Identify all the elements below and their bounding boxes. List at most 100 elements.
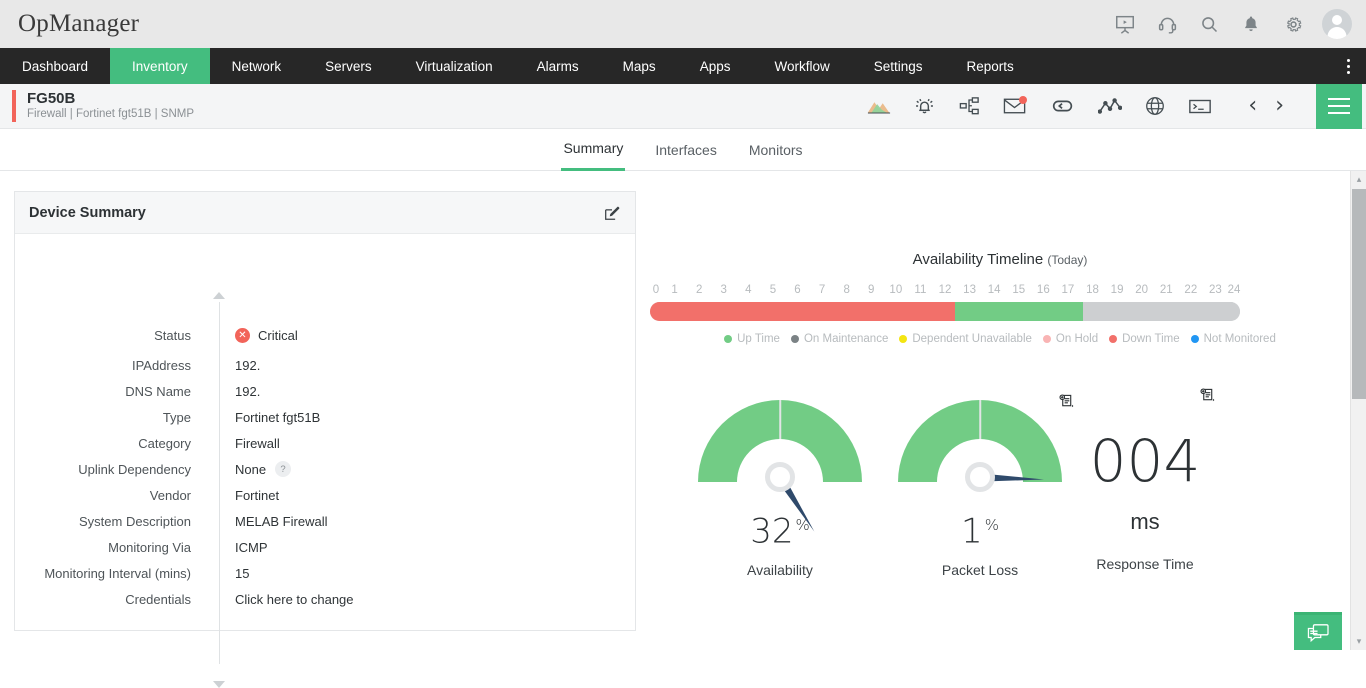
notification-bell-icon[interactable] bbox=[1238, 11, 1264, 37]
timeline-segment-down-time[interactable] bbox=[650, 302, 955, 321]
nav-item-workflow[interactable]: Workflow bbox=[752, 48, 851, 84]
credentials-change-link[interactable]: Click here to change bbox=[205, 592, 354, 607]
timeline-tick: 21 bbox=[1160, 284, 1173, 296]
legend-item: On Maintenance bbox=[791, 333, 888, 345]
nav-label: Apps bbox=[700, 59, 731, 74]
uplink-value: None bbox=[235, 462, 266, 477]
device-subtabs: Summary Interfaces Monitors bbox=[0, 129, 1366, 171]
timeline-tick: 19 bbox=[1111, 284, 1124, 296]
help-question-icon[interactable]: ? bbox=[275, 461, 291, 477]
nav-item-dashboard[interactable]: Dashboard bbox=[0, 48, 110, 84]
timeline-tick: 11 bbox=[914, 284, 926, 296]
device-summary-card: Device Summary Status ✕ Critical bbox=[14, 191, 636, 631]
timeline-tick: 7 bbox=[819, 284, 825, 296]
nav-label: Workflow bbox=[774, 59, 829, 74]
gear-icon[interactable] bbox=[1280, 11, 1306, 37]
main-content: Device Summary Status ✕ Critical bbox=[0, 171, 1366, 650]
performance-chart-icon[interactable] bbox=[867, 96, 891, 116]
legend-item: On Hold bbox=[1043, 333, 1098, 345]
nav-item-virtualization[interactable]: Virtualization bbox=[394, 48, 515, 84]
availability-timeline-bar[interactable] bbox=[650, 302, 1240, 321]
gauge-number: 1 bbox=[961, 511, 983, 551]
app-title: OpManager bbox=[18, 10, 139, 38]
globe-icon[interactable] bbox=[1144, 95, 1166, 117]
summary-row-monitoring-via: Monitoring Via ICMP bbox=[15, 534, 635, 560]
user-avatar-icon[interactable] bbox=[1322, 9, 1352, 39]
expand-report-icon[interactable] bbox=[1200, 388, 1215, 408]
response-time-unit: ms bbox=[1045, 508, 1245, 536]
next-device-button[interactable]: › bbox=[1275, 95, 1284, 117]
hamburger-menu-button[interactable] bbox=[1316, 84, 1362, 129]
timeline-tick: 4 bbox=[745, 284, 751, 296]
search-icon[interactable] bbox=[1196, 11, 1222, 37]
chat-support-button[interactable] bbox=[1294, 612, 1342, 650]
gauge-center-mark bbox=[979, 400, 981, 440]
row-label: Status bbox=[15, 328, 205, 343]
gauge-availability: 32% Availability bbox=[680, 386, 880, 578]
nav-label: Network bbox=[232, 59, 282, 74]
headset-support-icon[interactable] bbox=[1154, 11, 1180, 37]
scrollbar-up-arrow[interactable]: ▴ bbox=[1351, 171, 1366, 188]
nav-item-maps[interactable]: Maps bbox=[601, 48, 678, 84]
row-label: Type bbox=[15, 410, 205, 425]
nav-item-alarms[interactable]: Alarms bbox=[515, 48, 601, 84]
timeline-segment-not-monitored[interactable] bbox=[1083, 302, 1240, 321]
gauge-value: 32% bbox=[680, 506, 880, 550]
row-label: Uplink Dependency bbox=[15, 462, 205, 477]
gauge-unit: % bbox=[985, 516, 999, 534]
prev-device-button[interactable]: ‹ bbox=[1248, 95, 1257, 117]
timeline-tick: 10 bbox=[889, 284, 902, 296]
row-value: ICMP bbox=[205, 540, 268, 555]
workflow-icon[interactable] bbox=[958, 95, 981, 118]
terminal-console-icon[interactable] bbox=[1188, 97, 1212, 116]
monitor-line-chart-icon[interactable] bbox=[1098, 96, 1122, 116]
timeline-tick: 6 bbox=[794, 284, 800, 296]
kebab-menu-icon[interactable] bbox=[1330, 48, 1366, 84]
legend-item: Up Time bbox=[724, 333, 780, 345]
nav-item-inventory[interactable]: Inventory bbox=[110, 48, 210, 84]
timeline-tick: 3 bbox=[721, 284, 727, 296]
legend-label: Not Monitored bbox=[1204, 333, 1276, 345]
timeline-tick: 8 bbox=[843, 284, 849, 296]
tab-interfaces[interactable]: Interfaces bbox=[653, 129, 718, 171]
nav-item-network[interactable]: Network bbox=[210, 48, 304, 84]
tab-summary[interactable]: Summary bbox=[561, 129, 625, 171]
nav-item-reports[interactable]: Reports bbox=[945, 48, 1036, 84]
status-badge: Critical bbox=[258, 328, 298, 343]
scroll-down-arrow[interactable] bbox=[213, 681, 225, 688]
alarm-bell-icon[interactable] bbox=[913, 95, 936, 118]
page-title: FG50B bbox=[27, 90, 194, 107]
nav-item-settings[interactable]: Settings bbox=[852, 48, 945, 84]
scrollbar-thumb[interactable] bbox=[1352, 189, 1366, 399]
legend-color-dot bbox=[1109, 335, 1117, 343]
dependency-link-icon[interactable] bbox=[1050, 96, 1076, 116]
legend-color-dot bbox=[724, 335, 732, 343]
scrollbar-down-arrow[interactable]: ▾ bbox=[1351, 633, 1366, 650]
availability-timeline-title: Availability Timeline (Today) bbox=[650, 251, 1350, 268]
chart-title: Availability Timeline bbox=[913, 251, 1044, 268]
brand-bar: OpManager bbox=[0, 0, 1366, 48]
tab-monitors[interactable]: Monitors bbox=[747, 129, 805, 171]
column-divider bbox=[219, 302, 220, 664]
gauge-number: 32 bbox=[750, 511, 793, 551]
nav-item-apps[interactable]: Apps bbox=[678, 48, 753, 84]
presentation-icon[interactable] bbox=[1112, 11, 1138, 37]
summary-row-status: Status ✕ Critical bbox=[15, 322, 635, 348]
gauge-response-time: 004 ms Response Time bbox=[1045, 386, 1245, 572]
email-icon[interactable] bbox=[1003, 96, 1028, 116]
scroll-up-arrow[interactable] bbox=[213, 292, 225, 299]
status-accent-bar bbox=[12, 90, 16, 122]
gauge-dial bbox=[898, 400, 1062, 492]
brand-icon-group bbox=[1112, 9, 1366, 39]
timeline-segment-up-time[interactable] bbox=[955, 302, 1083, 321]
nav-item-servers[interactable]: Servers bbox=[303, 48, 394, 84]
edit-pencil-icon[interactable] bbox=[603, 204, 621, 222]
row-value: None ? bbox=[205, 461, 291, 477]
timeline-tick: 14 bbox=[988, 284, 1001, 296]
legend-label: On Hold bbox=[1056, 333, 1098, 345]
tab-label: Interfaces bbox=[655, 142, 716, 158]
row-label: DNS Name bbox=[15, 384, 205, 399]
vertical-scrollbar[interactable]: ▴ ▾ bbox=[1350, 171, 1366, 650]
summary-row-type: Type Fortinet fgt51B bbox=[15, 404, 635, 430]
